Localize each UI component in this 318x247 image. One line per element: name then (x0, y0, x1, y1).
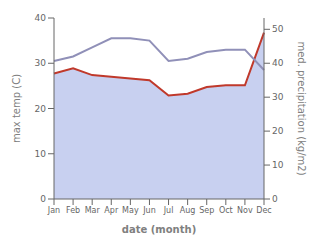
svg-text:30: 30 (272, 92, 284, 102)
svg-text:Apr: Apr (104, 206, 119, 215)
svg-text:Sep: Sep (199, 206, 214, 215)
svg-text:date (month): date (month) (122, 224, 196, 235)
svg-text:20: 20 (35, 104, 47, 114)
svg-text:max temp (C): max temp (C) (11, 74, 22, 143)
svg-text:Jun: Jun (142, 206, 156, 215)
svg-text:50: 50 (272, 24, 284, 34)
svg-text:May: May (122, 206, 139, 215)
svg-text:Oct: Oct (219, 206, 233, 215)
svg-text:0: 0 (272, 194, 278, 204)
svg-text:20: 20 (272, 126, 284, 136)
svg-text:40: 40 (35, 13, 47, 23)
svg-text:Jan: Jan (47, 206, 60, 215)
svg-text:10: 10 (272, 160, 284, 170)
svg-text:Feb: Feb (66, 206, 80, 215)
svg-text:Nov: Nov (237, 206, 253, 215)
svg-text:Aug: Aug (180, 206, 196, 215)
svg-text:Mar: Mar (85, 206, 101, 215)
svg-text:10: 10 (35, 149, 47, 159)
svg-text:0: 0 (40, 194, 46, 204)
svg-text:40: 40 (272, 58, 284, 68)
svg-text:30: 30 (35, 58, 47, 68)
svg-text:med. precipitation (kg/m2): med. precipitation (kg/m2) (296, 41, 307, 175)
svg-text:Jul: Jul (163, 206, 174, 215)
svg-text:Dec: Dec (256, 206, 271, 215)
